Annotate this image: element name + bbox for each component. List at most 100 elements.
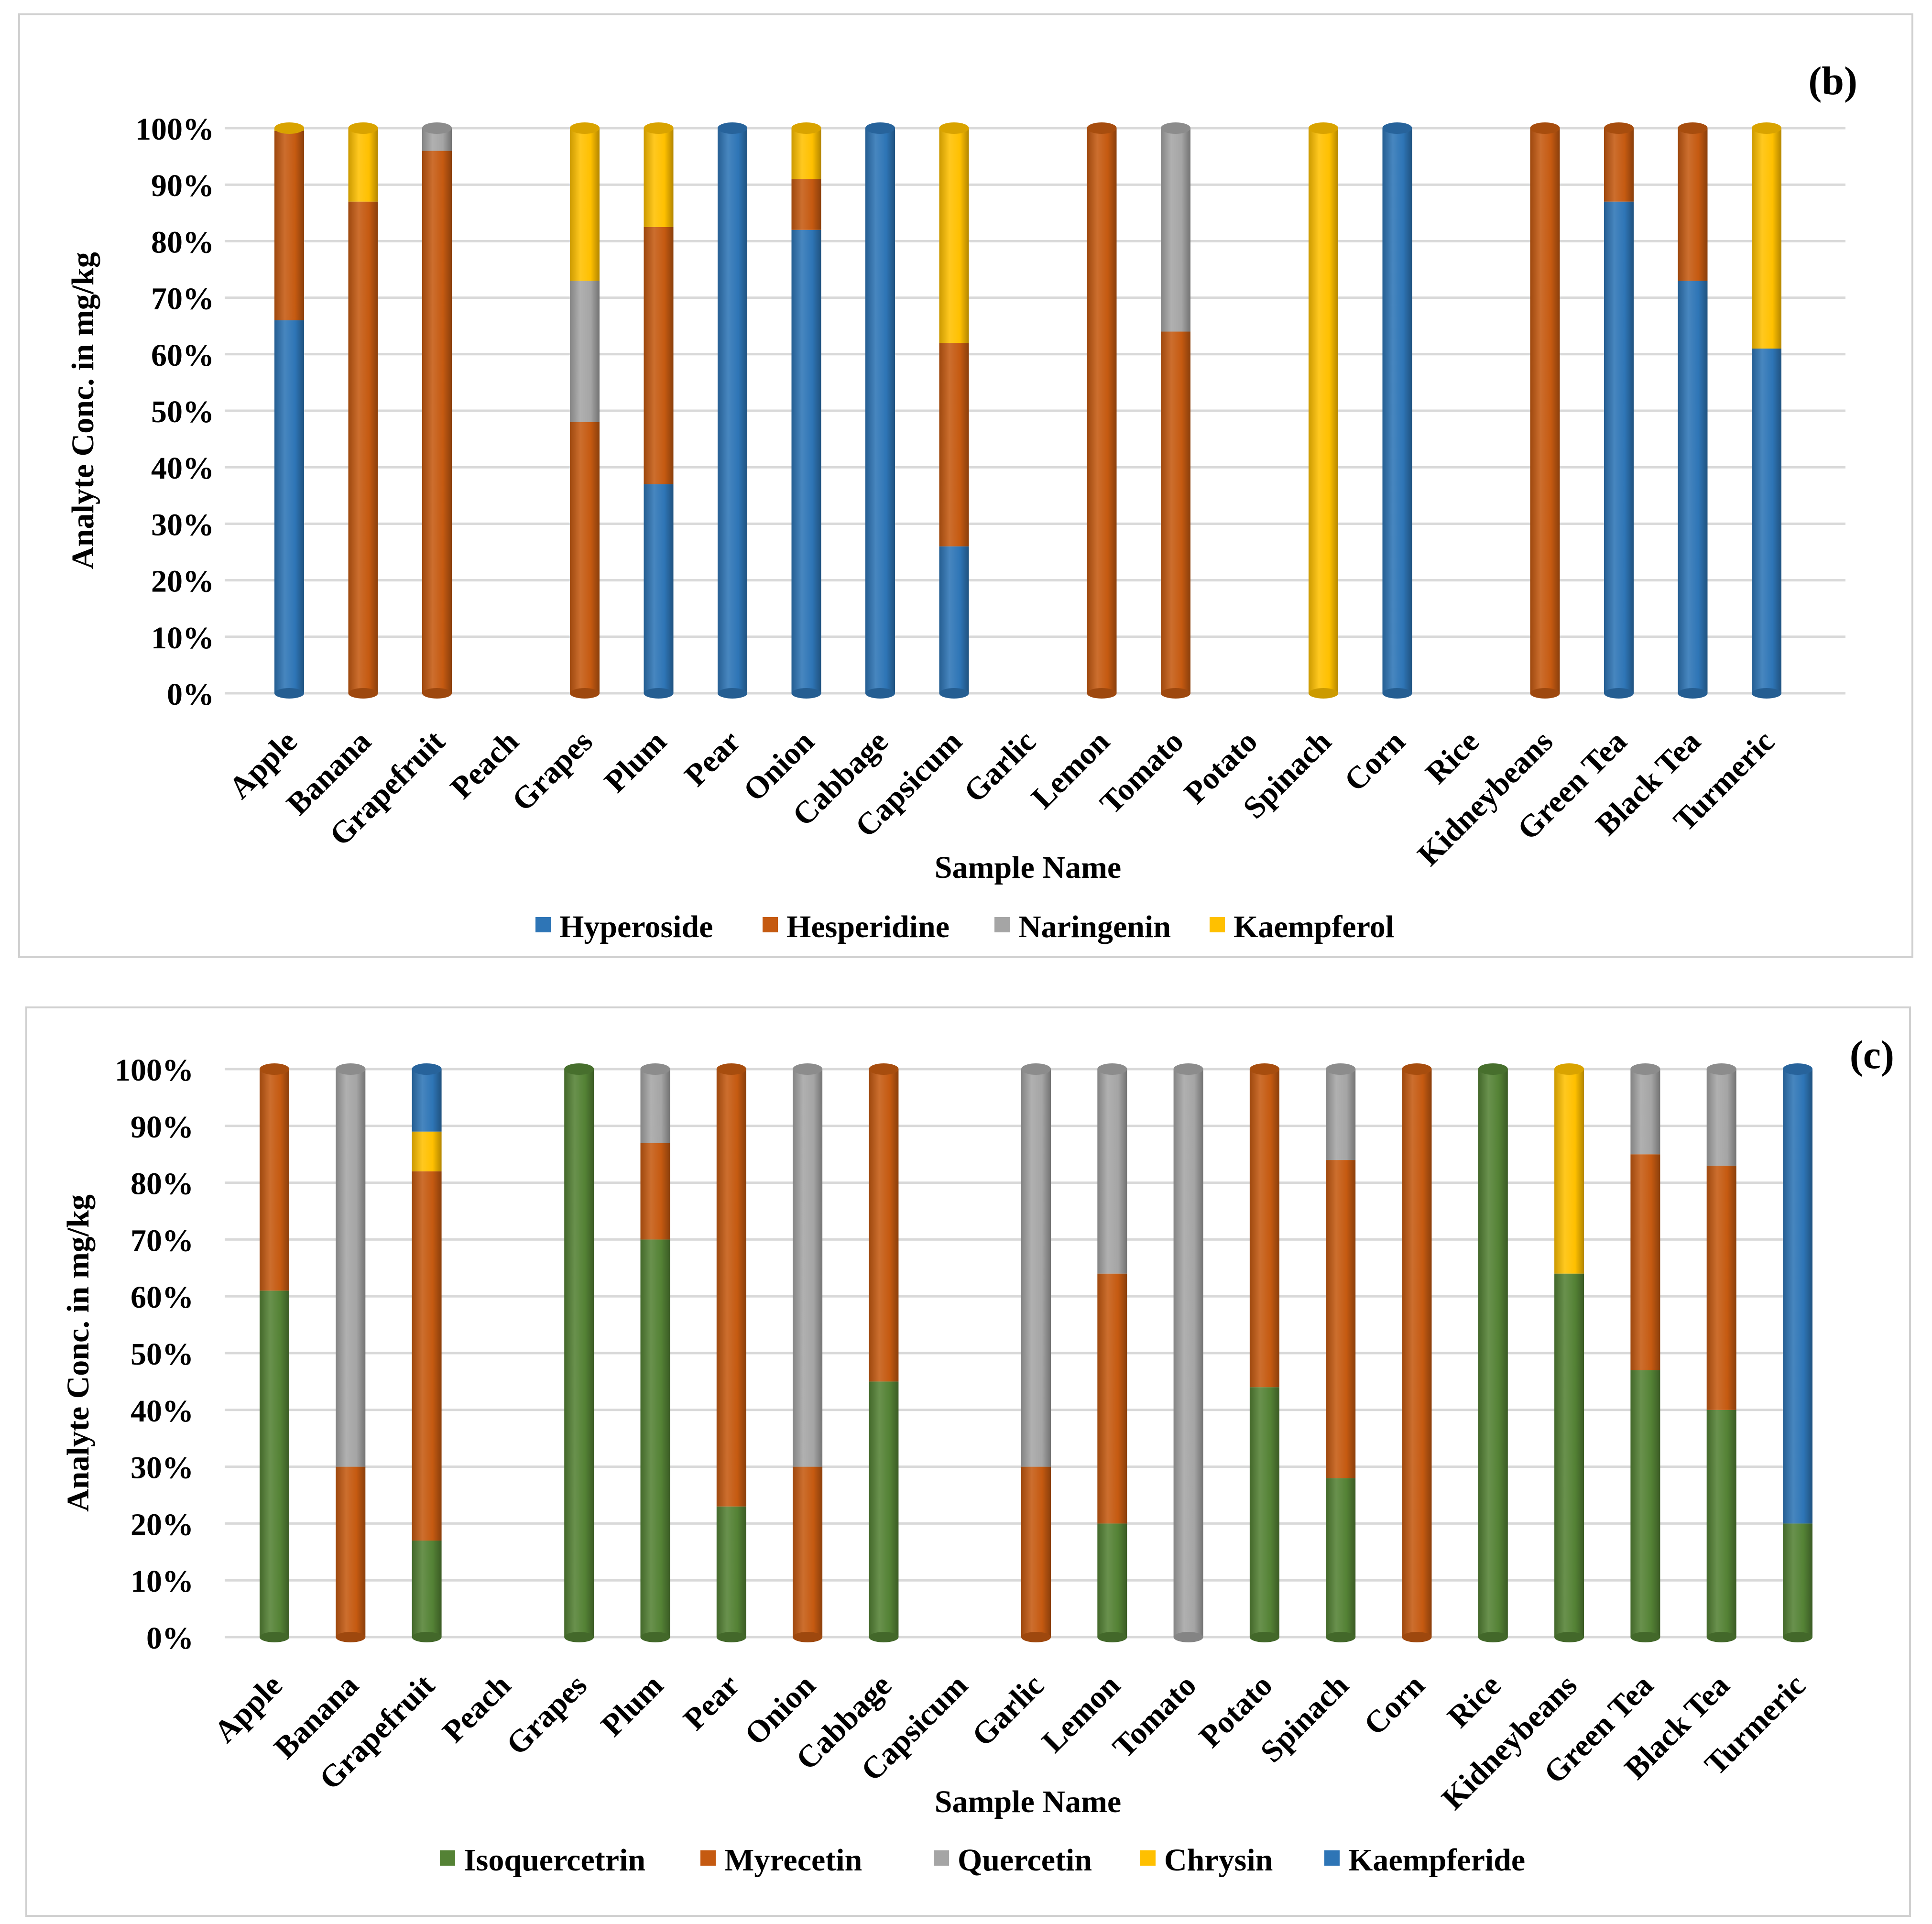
bar-segment-myrecetin <box>716 1069 746 1507</box>
bar-segment-quercetin <box>1173 1069 1203 1637</box>
bar-top-cap <box>336 1063 366 1075</box>
bar-base-cap <box>1706 1632 1736 1642</box>
bar-base-cap <box>1604 688 1634 699</box>
bar-top-cap <box>718 122 747 134</box>
bar-segment-kaempferide <box>1783 1069 1812 1524</box>
bar-top-cap <box>1021 1063 1051 1075</box>
bar-segment-hesperidine <box>274 131 304 320</box>
panel-title: (b) <box>1808 59 1857 103</box>
bar-base-cap <box>412 1632 442 1642</box>
bar-segment-hesperidine <box>1161 331 1190 693</box>
y-axis-title: Analyte Conc. in mg/kg <box>61 1194 96 1512</box>
bar-segment-isoquercetrin <box>1478 1069 1508 1637</box>
y-tick-label: 50% <box>131 1337 194 1372</box>
bar-top-cap <box>1554 1063 1584 1075</box>
bar-top-cap <box>422 122 452 134</box>
bar-top-cap <box>1478 1063 1508 1075</box>
bar-segment-hyperoside <box>274 320 304 693</box>
bar-segment-isoquercetrin <box>412 1541 442 1637</box>
bar-segment-myrecetin <box>1021 1466 1051 1637</box>
y-tick-label: 50% <box>151 394 214 429</box>
y-tick-label: 100% <box>135 112 214 147</box>
bar-segment-myrecetin <box>260 1069 289 1291</box>
bar-segment-hesperidine <box>939 343 969 547</box>
bar-segment-kaempferol <box>644 128 674 227</box>
bar-base-cap <box>1478 1632 1508 1642</box>
chart-panel-c: 0% 10% 20% 30% 40% 50% 60% 70% 80% 90% 100% Apple Ba… <box>0 962 1932 1924</box>
bar-segment-myrecetin <box>336 1466 366 1637</box>
bar-base-cap <box>1402 1632 1432 1642</box>
bar-segment-hesperidine <box>348 201 378 693</box>
y-tick-label: 60% <box>151 338 214 373</box>
bar-base-cap <box>1097 1632 1127 1642</box>
y-tick-label: 0% <box>167 677 214 712</box>
bar-segment-isoquercetrin <box>1554 1273 1584 1637</box>
bar-segment-quercetin <box>1021 1069 1051 1467</box>
legend-label: Chrysin <box>1164 1843 1273 1878</box>
bar-base-cap <box>1382 688 1412 699</box>
legend-swatch <box>994 917 1010 932</box>
bar-base-cap <box>422 688 452 699</box>
legend-swatch <box>535 917 551 932</box>
bar-base-cap <box>1326 1632 1356 1642</box>
bar-base-cap <box>1554 1632 1584 1642</box>
y-tick-label: 60% <box>131 1280 194 1315</box>
bar-segment-hesperidine <box>1678 128 1708 281</box>
bar-top-cap <box>1097 1063 1127 1075</box>
bar-segment-hyperoside <box>644 484 674 693</box>
bar-segment-hesperidine <box>570 422 600 693</box>
bar-segment-naringenin <box>1161 128 1190 332</box>
bar-segment-myrecetin <box>869 1069 899 1382</box>
chart-b-svg: 0%10%20%30%40%50%60%70%80%90%100%AppleBa… <box>18 13 1913 958</box>
bar-top-cap <box>1706 1063 1736 1075</box>
legend-label: Kaempferol <box>1233 909 1394 944</box>
y-tick-label: 70% <box>151 282 214 317</box>
bar-base-cap <box>716 1632 746 1642</box>
bar-segment-kaempferol <box>791 128 821 179</box>
bar-segment-myrecetin <box>1402 1069 1432 1637</box>
y-tick-label: 10% <box>151 621 214 656</box>
legend-swatch <box>440 1850 455 1866</box>
y-tick-label: 70% <box>131 1223 194 1258</box>
bar-segment-isoquercetrin <box>869 1381 899 1637</box>
bar-top-cap <box>1530 122 1560 134</box>
bar-segment-isoquercetrin <box>1630 1370 1660 1637</box>
bar-segment-myrecetin <box>640 1143 670 1240</box>
y-tick-label: 30% <box>151 507 214 542</box>
bar-base-cap <box>1678 688 1708 699</box>
bar-base-cap <box>564 1632 594 1642</box>
y-tick-label: 20% <box>131 1507 194 1542</box>
bar-segment-isoquercetrin <box>1706 1410 1736 1637</box>
bar-segment-myrecetin <box>1097 1273 1127 1524</box>
bar-base-cap <box>1530 688 1560 699</box>
bar-base-cap <box>865 688 895 699</box>
bar-segment-myrecetin <box>412 1171 442 1541</box>
bar-base-cap <box>718 688 747 699</box>
bar-segment-kaempferol <box>1752 128 1781 349</box>
bar-segment-quercetin <box>1630 1069 1660 1155</box>
bar-base-cap <box>260 1632 289 1642</box>
bar-segment-isoquercetrin <box>716 1506 746 1637</box>
y-tick-label: 40% <box>131 1394 194 1429</box>
bar-segment-naringenin <box>570 281 600 422</box>
y-tick-label: 100% <box>115 1053 194 1088</box>
bar-segment-isoquercetrin <box>640 1239 670 1637</box>
bar-base-cap <box>570 688 600 699</box>
legend-swatch <box>763 917 778 932</box>
bar-top-cap <box>644 122 674 134</box>
bar-base-cap <box>869 1632 899 1642</box>
bar-top-cap <box>640 1063 670 1075</box>
bar-base-cap <box>1630 1632 1660 1642</box>
bar-segment-chrysin <box>412 1131 442 1171</box>
bar-base-cap <box>1087 688 1117 699</box>
bar-segment-myrecetin <box>1249 1069 1279 1388</box>
bar-segment-quercetin <box>336 1069 366 1467</box>
bar-segment-isoquercetrin <box>1097 1523 1127 1637</box>
bar-top-cap <box>869 1063 899 1075</box>
bar-top-cap <box>1309 122 1338 134</box>
bar-base-cap <box>348 688 378 699</box>
bar-segment-myrecetin <box>1630 1154 1660 1370</box>
legend-label: Naringenin <box>1018 909 1171 944</box>
y-tick-label: 90% <box>151 168 214 203</box>
bar-base-cap <box>640 1632 670 1642</box>
